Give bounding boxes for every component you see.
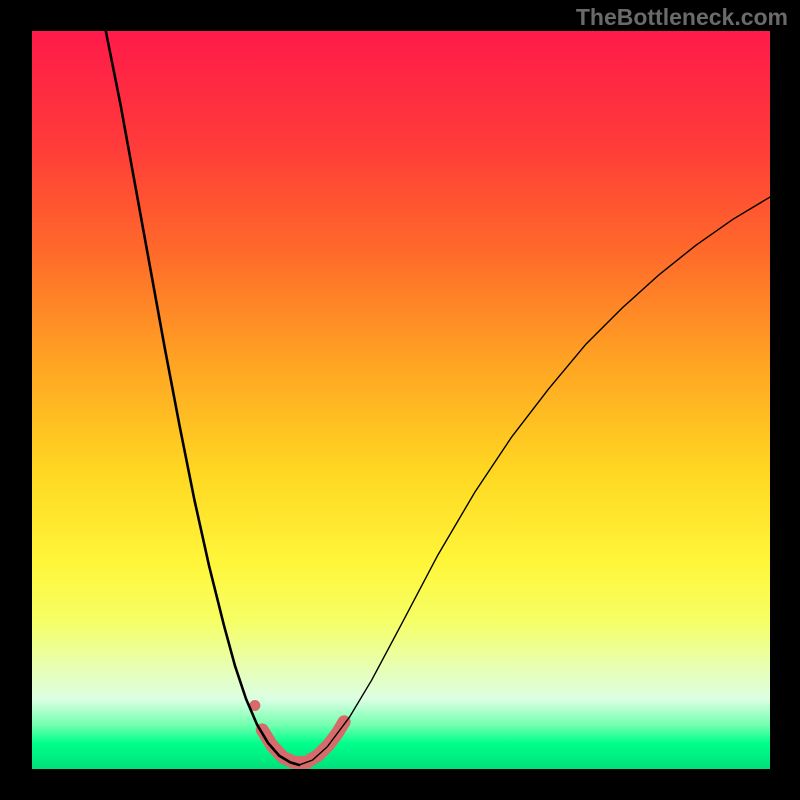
outer-background xyxy=(0,0,800,800)
watermark-text: TheBottleneck.com xyxy=(576,4,788,31)
chart-canvas: { "watermark": { "text": "TheBottleneck.… xyxy=(0,0,800,800)
plot-background xyxy=(32,31,770,769)
chart-svg xyxy=(0,0,800,800)
